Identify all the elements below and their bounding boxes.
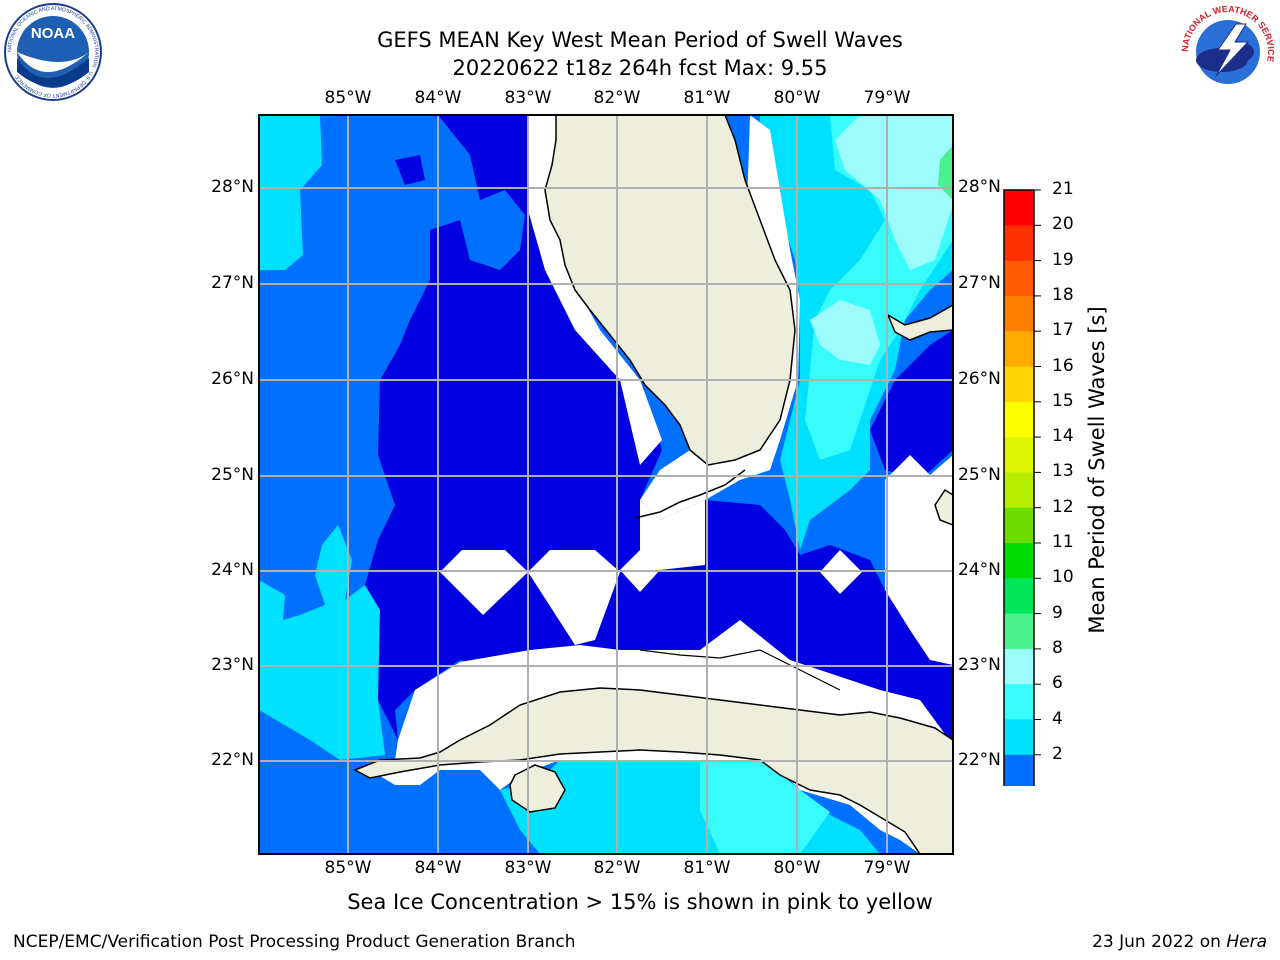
- colorbar-segment: [1004, 543, 1034, 579]
- swell-region-below-2-northwest: [395, 155, 425, 185]
- colorbar-tick-label: 21: [1052, 179, 1074, 199]
- lon-tick-label-top: 80°W: [773, 88, 821, 108]
- lat-tick-label-right: 23°N: [958, 655, 1001, 675]
- colorbar-tick-label: 14: [1052, 426, 1074, 447]
- colorbar-tick-label: 12: [1052, 496, 1074, 517]
- lon-tick-label-top: 84°W: [414, 88, 462, 108]
- colorbar-tick-label: 15: [1052, 390, 1074, 411]
- sea-ice-caption: Sea Ice Concentration > 15% is shown in …: [347, 890, 933, 914]
- lon-tick-label-top: 81°W: [683, 88, 731, 108]
- colorbar-segment: [1004, 684, 1034, 720]
- chart-title: GEFS MEAN Key West Mean Period of Swell …: [377, 28, 903, 52]
- colorbar-segment: [1004, 401, 1034, 438]
- swell-region-4-6-west: [259, 115, 322, 270]
- florida-land: [544, 115, 796, 466]
- colorbar-tick-label: 11: [1052, 532, 1074, 552]
- lat-tick-label-left: 25°N: [211, 465, 254, 485]
- lat-tick-label-right: 26°N: [958, 369, 1001, 389]
- colorbar-segment: [1004, 613, 1034, 650]
- lon-tick-label-bottom: 80°W: [773, 858, 821, 878]
- colorbar-segment: [1004, 578, 1034, 615]
- lon-tick-label-top: 85°W: [324, 88, 372, 108]
- swell-region-9-10: [938, 145, 953, 200]
- map-panel: [258, 114, 954, 855]
- colorbar-tick-label: 18: [1052, 284, 1074, 305]
- colorbar-segment: [1004, 225, 1034, 262]
- lat-tick-label-right: 25°N: [958, 465, 1001, 485]
- lon-tick-label-top: 83°W: [504, 88, 552, 108]
- lat-tick-label-left: 28°N: [211, 177, 254, 197]
- colorbar-tick-label: 19: [1052, 249, 1074, 270]
- noaa-logo-text: NOAA: [31, 25, 75, 42]
- cuba-land: [353, 687, 953, 854]
- colorbar-segment: [1004, 754, 1034, 786]
- colorbar-segment: [1004, 331, 1034, 367]
- lat-tick-label-left: 22°N: [211, 750, 254, 770]
- lat-tick-label-right: 28°N: [958, 177, 1001, 197]
- swell-region-below-2-east: [870, 330, 953, 480]
- colorbar-segment: [1004, 719, 1034, 756]
- lon-tick-label-top: 79°W: [863, 88, 911, 108]
- colorbar-tick-label: 10: [1052, 567, 1074, 588]
- colorbar-title: Mean Period of Swell Waves [s]: [1085, 306, 1109, 634]
- footer-date-text: 23 Jun 2022 on: [1092, 932, 1227, 952]
- andros-island: [934, 488, 953, 526]
- lat-tick-label-right: 22°N: [958, 750, 1001, 770]
- colorbar-tick-label: 13: [1052, 461, 1074, 482]
- swell-region-4-6-southwest: [259, 525, 385, 760]
- graticule: [259, 115, 953, 854]
- colorbar-tick-label: 4: [1052, 708, 1063, 729]
- colorbar-segment: [1004, 190, 1034, 226]
- lon-tick-label-bottom: 82°W: [593, 858, 641, 878]
- florida-keys: [634, 469, 746, 519]
- colorbar-segment: [1004, 472, 1034, 509]
- lat-tick-label-right: 27°N: [958, 273, 1001, 293]
- colorbar-segment: [1004, 295, 1034, 332]
- lat-tick-label-left: 26°N: [211, 369, 254, 389]
- swell-region-8-9-east: [835, 115, 953, 270]
- bahamas-land: [886, 304, 953, 341]
- colorbar-segment: [1004, 507, 1034, 544]
- footer-date: 23 Jun 2022 on Hera: [1092, 932, 1267, 952]
- colorbar: [1003, 189, 1041, 786]
- map-frame: [258, 114, 954, 855]
- nws-logo: NATIONAL WEATHER SERVICE: [1178, 2, 1278, 102]
- lon-tick-label-top: 82°W: [593, 88, 641, 108]
- colorbar-segment: [1004, 437, 1034, 473]
- lon-tick-label-bottom: 79°W: [863, 858, 911, 878]
- swell-region-below-2-gulf: [365, 115, 953, 745]
- isla-de-la-juventud: [509, 764, 566, 813]
- lat-tick-label-left: 23°N: [211, 655, 254, 675]
- colorbar-tick-label: 9: [1052, 602, 1063, 623]
- footer-branch: NCEP/EMC/Verification Post Processing Pr…: [13, 932, 576, 952]
- footer-host: Hera: [1226, 932, 1267, 952]
- lon-tick-label-bottom: 83°W: [504, 858, 552, 878]
- colorbar-outline: [1003, 189, 1035, 786]
- lon-tick-label-bottom: 84°W: [414, 858, 462, 878]
- colorbar-tick-label: 2: [1052, 743, 1063, 764]
- colorbar-segment: [1004, 366, 1034, 403]
- lon-tick-label-bottom: 81°W: [683, 858, 731, 878]
- colorbar-tick-label: 20: [1052, 214, 1074, 235]
- swell-region-8-9-mid: [810, 300, 880, 365]
- chart-subtitle: 20220622 t18z 264h fcst Max: 9.55: [452, 56, 828, 80]
- colorbar-segment: [1004, 260, 1034, 297]
- colorbar-segment: [1004, 648, 1034, 685]
- lat-tick-label-left: 27°N: [211, 273, 254, 293]
- lat-tick-label-right: 24°N: [958, 560, 1001, 580]
- noaa-logo: NOAA NATIONAL OCEANIC AND ATMOSPHERIC AD…: [3, 2, 103, 102]
- cuba-north-keys: [639, 649, 841, 691]
- colorbar-tick-label: 16: [1052, 355, 1074, 376]
- lat-tick-label-left: 24°N: [211, 560, 254, 580]
- colorbar-tick-label: 6: [1052, 673, 1063, 694]
- colorbar-tick-label: 17: [1052, 320, 1074, 341]
- colorbar-tick-label: 8: [1052, 637, 1063, 658]
- lon-tick-label-bottom: 85°W: [324, 858, 372, 878]
